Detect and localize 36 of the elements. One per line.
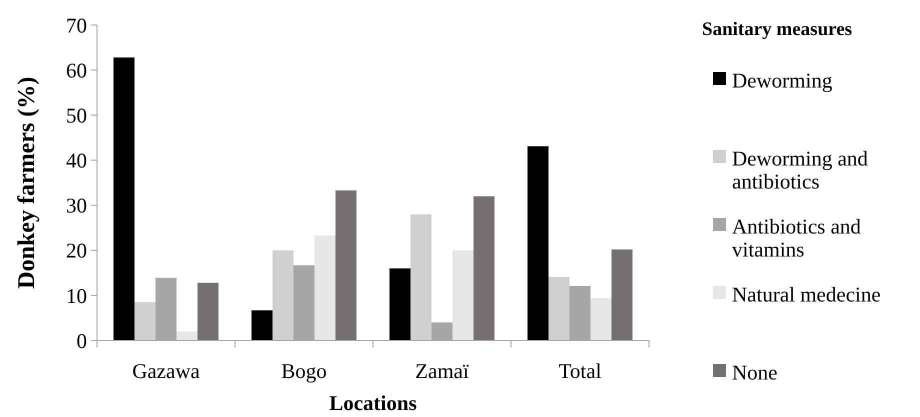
bar xyxy=(452,250,474,340)
bar xyxy=(390,268,410,340)
bar xyxy=(314,235,336,340)
bar xyxy=(548,276,570,340)
bar xyxy=(134,302,156,340)
y-tick-label: 50 xyxy=(66,103,87,128)
y-tick-label: 0 xyxy=(76,328,87,353)
bar xyxy=(612,249,632,340)
bar xyxy=(272,250,294,340)
y-tick-label: 20 xyxy=(66,238,87,263)
x-tick-label: Gazawa xyxy=(132,359,200,383)
x-tick-label: Bogo xyxy=(281,359,327,383)
y-tick-label: 60 xyxy=(66,58,87,82)
x-tick-label: Total xyxy=(558,359,602,383)
y-axis-title: Donkey farmers (%) xyxy=(14,76,40,289)
legend-label: Deworming and antibiotics xyxy=(732,146,868,194)
bar xyxy=(176,331,198,340)
bar xyxy=(474,196,494,340)
legend-label: Antibiotics and vitamins xyxy=(732,214,862,262)
legend-title: Sanitary measures xyxy=(702,19,852,40)
bar xyxy=(410,214,432,340)
bar xyxy=(336,190,356,340)
legend-label: Deworming xyxy=(732,68,833,92)
bar xyxy=(114,57,134,340)
y-tick-label: 30 xyxy=(66,194,87,218)
bar xyxy=(590,298,612,340)
x-axis-title: Locations xyxy=(329,391,417,415)
bar xyxy=(528,146,548,340)
legend-label: Natural medecine xyxy=(732,282,881,306)
y-tick-label: 40 xyxy=(66,148,87,173)
legend-label: None xyxy=(732,360,778,384)
bar xyxy=(252,310,272,340)
y-tick-label: 70 xyxy=(66,13,87,38)
x-tick-label: Zamaï xyxy=(415,359,469,383)
bar xyxy=(198,282,218,340)
y-tick-label: 10 xyxy=(66,284,87,308)
